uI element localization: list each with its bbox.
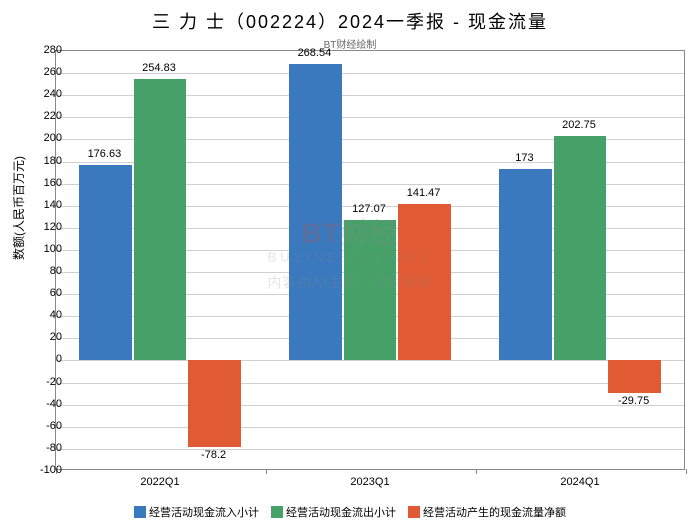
chart-title: 三 力 士（002224）2024一季报 - 现金流量 xyxy=(0,0,700,34)
ytick-label: 220 xyxy=(22,110,62,122)
chart-subtitle: BT财经绘制 xyxy=(0,36,700,51)
xtick-mark xyxy=(266,469,267,474)
ytick-label: -60 xyxy=(22,420,62,432)
xtick-label: 2022Q1 xyxy=(140,476,179,488)
ytick-label: 180 xyxy=(22,155,62,167)
bar-value-label: 268.54 xyxy=(298,47,332,59)
legend-label: 经营活动产生的现金流量净额 xyxy=(423,507,566,519)
legend-item: 经营活动现金流入小计 xyxy=(134,504,259,520)
ytick-label: 260 xyxy=(22,66,62,78)
bar-value-label: -29.75 xyxy=(618,395,649,407)
gridline xyxy=(56,449,684,450)
xtick-label: 2023Q1 xyxy=(350,476,389,488)
gridline xyxy=(56,405,684,406)
bar xyxy=(134,79,187,361)
bar-value-label: 176.63 xyxy=(88,148,122,160)
bar xyxy=(79,165,132,360)
bar-value-label: 254.83 xyxy=(142,62,176,74)
bar-value-label: 173 xyxy=(515,152,533,164)
bar-value-label: -78.2 xyxy=(201,449,226,461)
legend-label: 经营活动现金流入小计 xyxy=(149,507,259,519)
chart-legend: 经营活动现金流入小计 经营活动现金流出小计 经营活动产生的现金流量净额 xyxy=(0,504,700,520)
gridline xyxy=(56,427,684,428)
ytick-label: 20 xyxy=(22,331,62,343)
bar xyxy=(499,169,552,360)
legend-item: 经营活动现金流出小计 xyxy=(271,504,396,520)
ytick-label: 160 xyxy=(22,177,62,189)
ytick-label: 240 xyxy=(22,88,62,100)
ytick-label: 140 xyxy=(22,199,62,211)
legend-item: 经营活动产生的现金流量净额 xyxy=(408,504,566,520)
xtick-label: 2024Q1 xyxy=(560,476,599,488)
bar xyxy=(344,220,397,360)
legend-swatch xyxy=(408,506,420,518)
ytick-label: 80 xyxy=(22,265,62,277)
ytick-label: -80 xyxy=(22,442,62,454)
legend-swatch xyxy=(134,506,146,518)
bar xyxy=(398,204,451,360)
ytick-label: -40 xyxy=(22,398,62,410)
legend-swatch xyxy=(271,506,283,518)
bar xyxy=(554,136,607,360)
gridline xyxy=(56,360,684,361)
ytick-label: 40 xyxy=(22,309,62,321)
bar-value-label: 141.47 xyxy=(407,187,441,199)
xtick-mark xyxy=(476,469,477,474)
bar xyxy=(608,360,661,393)
ytick-label: 280 xyxy=(22,44,62,56)
ytick-label: 200 xyxy=(22,132,62,144)
chart-plot-area xyxy=(55,50,685,470)
ytick-label: 60 xyxy=(22,287,62,299)
bar xyxy=(188,360,241,446)
bar xyxy=(289,64,342,361)
ytick-label: 120 xyxy=(22,221,62,233)
ytick-label: 0 xyxy=(22,353,62,365)
bar-value-label: 202.75 xyxy=(562,119,596,131)
xtick-mark xyxy=(686,469,687,474)
bar-value-label: 127.07 xyxy=(352,203,386,215)
ytick-label: -100 xyxy=(22,464,62,476)
gridline xyxy=(56,383,684,384)
ytick-label: -20 xyxy=(22,376,62,388)
ytick-label: 100 xyxy=(22,243,62,255)
legend-label: 经营活动现金流出小计 xyxy=(286,507,396,519)
